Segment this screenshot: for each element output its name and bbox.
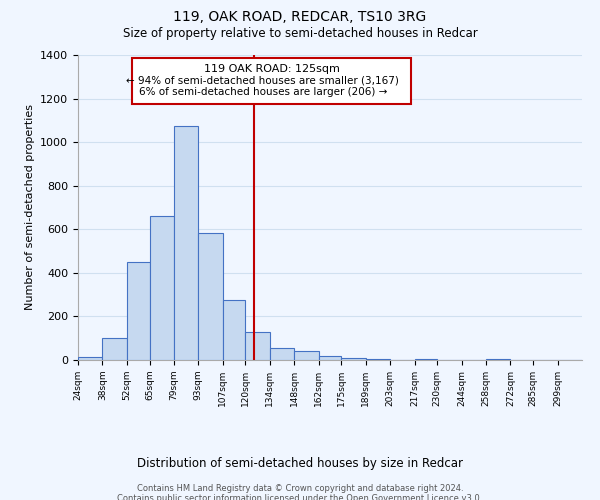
Bar xyxy=(127,262,149,360)
Text: Contains HM Land Registry data © Crown copyright and database right 2024.: Contains HM Land Registry data © Crown c… xyxy=(137,484,463,493)
Text: Contains public sector information licensed under the Open Government Licence v3: Contains public sector information licen… xyxy=(118,494,482,500)
Bar xyxy=(174,126,199,360)
Y-axis label: Number of semi-detached properties: Number of semi-detached properties xyxy=(25,104,35,310)
Text: Distribution of semi-detached houses by size in Redcar: Distribution of semi-detached houses by … xyxy=(137,458,463,470)
Bar xyxy=(149,216,174,360)
Text: 6% of semi-detached houses are larger (206) →: 6% of semi-detached houses are larger (2… xyxy=(139,87,387,97)
Bar xyxy=(366,359,390,360)
Bar xyxy=(103,338,127,360)
Text: Size of property relative to semi-detached houses in Redcar: Size of property relative to semi-detach… xyxy=(122,28,478,40)
Text: 119, OAK ROAD, REDCAR, TS10 3RG: 119, OAK ROAD, REDCAR, TS10 3RG xyxy=(173,10,427,24)
Bar xyxy=(223,300,245,360)
FancyBboxPatch shape xyxy=(132,58,411,104)
Bar xyxy=(245,332,270,360)
Text: ← 94% of semi-detached houses are smaller (3,167): ← 94% of semi-detached houses are smalle… xyxy=(127,75,399,85)
Bar xyxy=(294,352,319,360)
Bar xyxy=(486,359,511,360)
Text: 119 OAK ROAD: 125sqm: 119 OAK ROAD: 125sqm xyxy=(203,64,340,74)
Bar xyxy=(270,348,294,360)
Bar xyxy=(415,359,437,360)
Bar xyxy=(78,356,103,360)
Bar xyxy=(199,232,223,360)
Bar xyxy=(341,358,366,360)
Bar xyxy=(319,356,341,360)
